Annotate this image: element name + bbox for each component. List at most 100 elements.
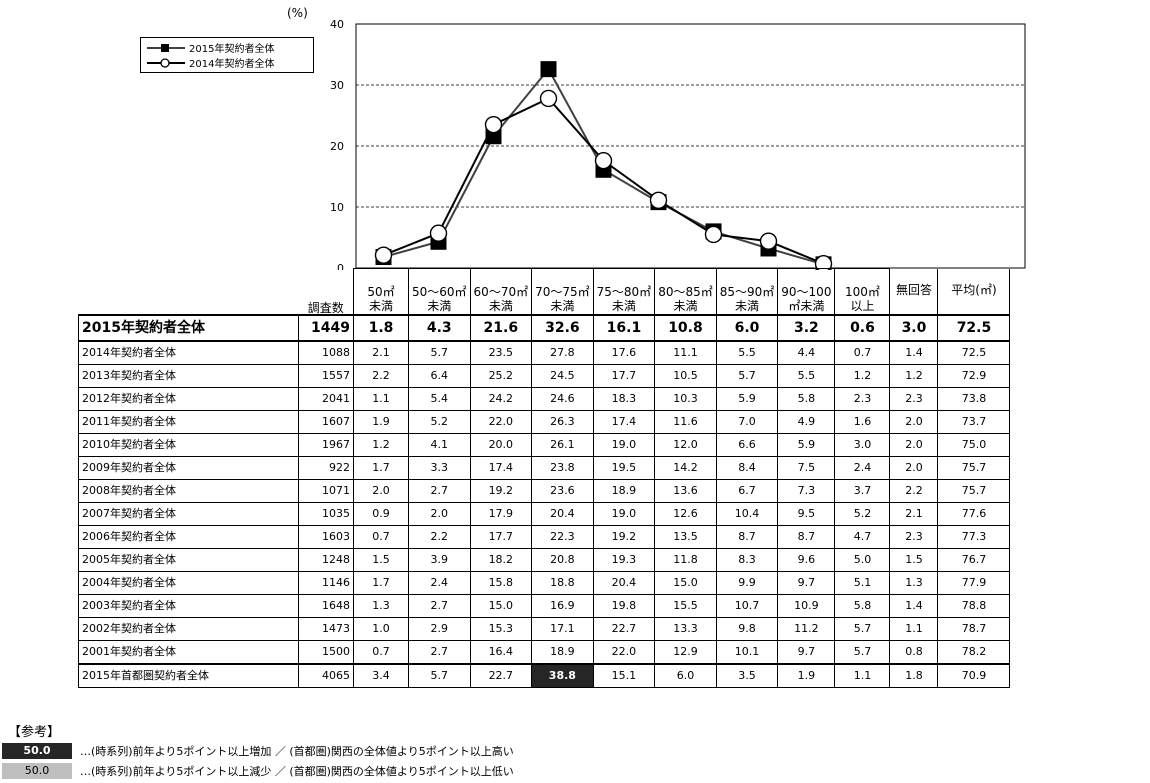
row-label: 2015年契約者全体 xyxy=(78,313,299,342)
table-cell: 3.7 xyxy=(834,478,891,503)
header-col: 75～80㎡ 未満 xyxy=(592,268,656,315)
table-cell: 7.0 xyxy=(715,409,779,434)
table-cell: 15.3 xyxy=(469,616,533,641)
table-cell: 9.6 xyxy=(777,547,836,572)
table-cell: 1.1 xyxy=(889,616,939,641)
table-cell: 9.9 xyxy=(715,570,779,595)
table-cell: 2.0 xyxy=(889,409,939,434)
header-blank xyxy=(79,269,299,315)
data-point-2014 xyxy=(594,151,613,170)
table-cell: 4.1 xyxy=(408,432,471,457)
table-cell: 73.8 xyxy=(937,386,1011,411)
table-cell: 16.9 xyxy=(531,593,594,618)
table-cell: 5.4 xyxy=(408,386,471,411)
table-row: 2004年契約者全体 1146 1.7 2.4 15.8 18.8 20.4 15.0 9.9 9… xyxy=(78,570,1011,595)
table-cell: 2.2 xyxy=(408,524,471,549)
table-cell: 72.5 xyxy=(937,313,1011,342)
table-cell: 5.9 xyxy=(777,432,836,457)
reference-row: 2015年首都圏契約者全体 4065 3.4 5.7 22.7 38.8 15.1 6.0 3.… xyxy=(78,662,1011,688)
table-cell: 22.0 xyxy=(592,639,656,664)
row-sample-size: 1603 xyxy=(298,524,354,549)
table-cell: 19.5 xyxy=(592,455,656,480)
table-cell: 18.9 xyxy=(531,639,594,664)
table-cell: 5.2 xyxy=(834,501,891,526)
table-cell: 19.2 xyxy=(469,478,533,503)
table-cell: 1.4 xyxy=(889,593,939,618)
table-cell: 70.9 xyxy=(937,662,1011,688)
table-cell: 5.0 xyxy=(834,547,891,572)
legend-label-2014: 2014年契約者全体 xyxy=(189,59,275,70)
table-cell: 13.6 xyxy=(654,478,717,503)
table-cell: 12.9 xyxy=(654,639,717,664)
table-cell: 15.0 xyxy=(469,593,533,618)
data-point-2015 xyxy=(540,61,557,78)
table-row: 2009年契約者全体 922 1.7 3.3 17.4 23.8 19.5 14.2 8.4 7.… xyxy=(78,455,1011,480)
table-header-row: 調査数 50㎡ 未満 50～60㎡ 未満 60～70㎡ 未満 70～75㎡ 未満 75～… xyxy=(79,268,1011,315)
table-row: 2011年契約者全体 1607 1.9 5.2 22.0 26.3 17.4 11.6 7.0 4… xyxy=(78,409,1011,434)
row-label: 2012年契約者全体 xyxy=(78,386,299,411)
row-label: 2011年契約者全体 xyxy=(78,409,299,434)
table-cell: 3.2 xyxy=(777,313,836,342)
table-row: 2001年契約者全体 1500 0.7 2.7 16.4 18.9 22.0 12.9 10.1… xyxy=(78,639,1011,664)
data-point-2014 xyxy=(759,232,778,250)
table-cell: 76.7 xyxy=(937,547,1011,572)
table-cell: 17.6 xyxy=(592,340,656,365)
chart-legend: 2015年契約者全体 2014年契約者全体 xyxy=(140,37,314,73)
row-label: 2015年首都圏契約者全体 xyxy=(78,662,299,688)
table-cell: 24.6 xyxy=(531,386,594,411)
table-cell: 19.0 xyxy=(592,432,656,457)
table-cell: 11.6 xyxy=(654,409,717,434)
header-col-average: 平均(㎡) xyxy=(937,268,1011,315)
table-cell: 23.6 xyxy=(531,478,594,503)
header-col: 60～70㎡ 未満 xyxy=(469,268,533,315)
table-cell: 10.3 xyxy=(654,386,717,411)
header-col: 50㎡ 未満 xyxy=(353,268,409,315)
table-row: 2002年契約者全体 1473 1.0 2.9 15.3 17.1 22.7 13.3 9.8 1… xyxy=(78,616,1011,641)
table-cell: 1.8 xyxy=(889,662,939,688)
table-cell: 1.2 xyxy=(353,432,409,457)
table-cell: 12.0 xyxy=(654,432,717,457)
table-cell: 72.9 xyxy=(937,363,1011,388)
row-sample-size: 2041 xyxy=(298,386,354,411)
table-cell: 2.3 xyxy=(889,524,939,549)
row-label: 2003年契約者全体 xyxy=(78,593,299,618)
table-cell: 2.7 xyxy=(408,639,471,664)
row-sample-size: 1146 xyxy=(298,570,354,595)
table-cell: 78.8 xyxy=(937,593,1011,618)
table-cell: 4.3 xyxy=(408,313,471,342)
table-cell: 0.8 xyxy=(889,639,939,664)
table-cell: 17.7 xyxy=(469,524,533,549)
table-cell: 22.7 xyxy=(469,662,533,688)
table-cell: 13.3 xyxy=(654,616,717,641)
table-cell: 9.5 xyxy=(777,501,836,526)
table-cell: 26.1 xyxy=(531,432,594,457)
table-row: 2005年契約者全体 1248 1.5 3.9 18.2 20.8 19.3 11.8 8.3 9… xyxy=(78,547,1011,572)
table-cell: 5.9 xyxy=(715,386,779,411)
table-cell: 25.2 xyxy=(469,363,533,388)
data-point-2014 xyxy=(539,89,558,108)
legend-square-marker-icon xyxy=(147,43,185,52)
row-label: 2002年契約者全体 xyxy=(78,616,299,641)
table-cell: 5.5 xyxy=(715,340,779,365)
table-cell: 38.8 xyxy=(531,662,594,688)
table-cell: 5.1 xyxy=(834,570,891,595)
table-cell: 6.7 xyxy=(715,478,779,503)
table-cell: 5.8 xyxy=(777,386,836,411)
table-cell: 1.1 xyxy=(834,662,891,688)
table-cell: 1.0 xyxy=(353,616,409,641)
y-tick-label: 40 xyxy=(330,18,344,31)
table-cell: 19.3 xyxy=(592,547,656,572)
table-cell: 2.1 xyxy=(353,340,409,365)
legend-label-2015: 2015年契約者全体 xyxy=(189,44,275,55)
row-label: 2007年契約者全体 xyxy=(78,501,299,526)
table-cell: 77.3 xyxy=(937,524,1011,549)
table-cell: 10.9 xyxy=(777,593,836,618)
row-sample-size: 1473 xyxy=(298,616,354,641)
table-cell: 17.9 xyxy=(469,501,533,526)
row-sample-size: 1035 xyxy=(298,501,354,526)
table-row: 2006年契約者全体 1603 0.7 2.2 17.7 22.3 19.2 13.5 8.7 8… xyxy=(78,524,1011,549)
table-row: 2008年契約者全体 1071 2.0 2.7 19.2 23.6 18.9 13.6 6.7 7… xyxy=(78,478,1011,503)
header-col-no-answer: 無回答 xyxy=(889,268,939,315)
table-cell: 19.8 xyxy=(592,593,656,618)
table-cell: 5.7 xyxy=(408,340,471,365)
